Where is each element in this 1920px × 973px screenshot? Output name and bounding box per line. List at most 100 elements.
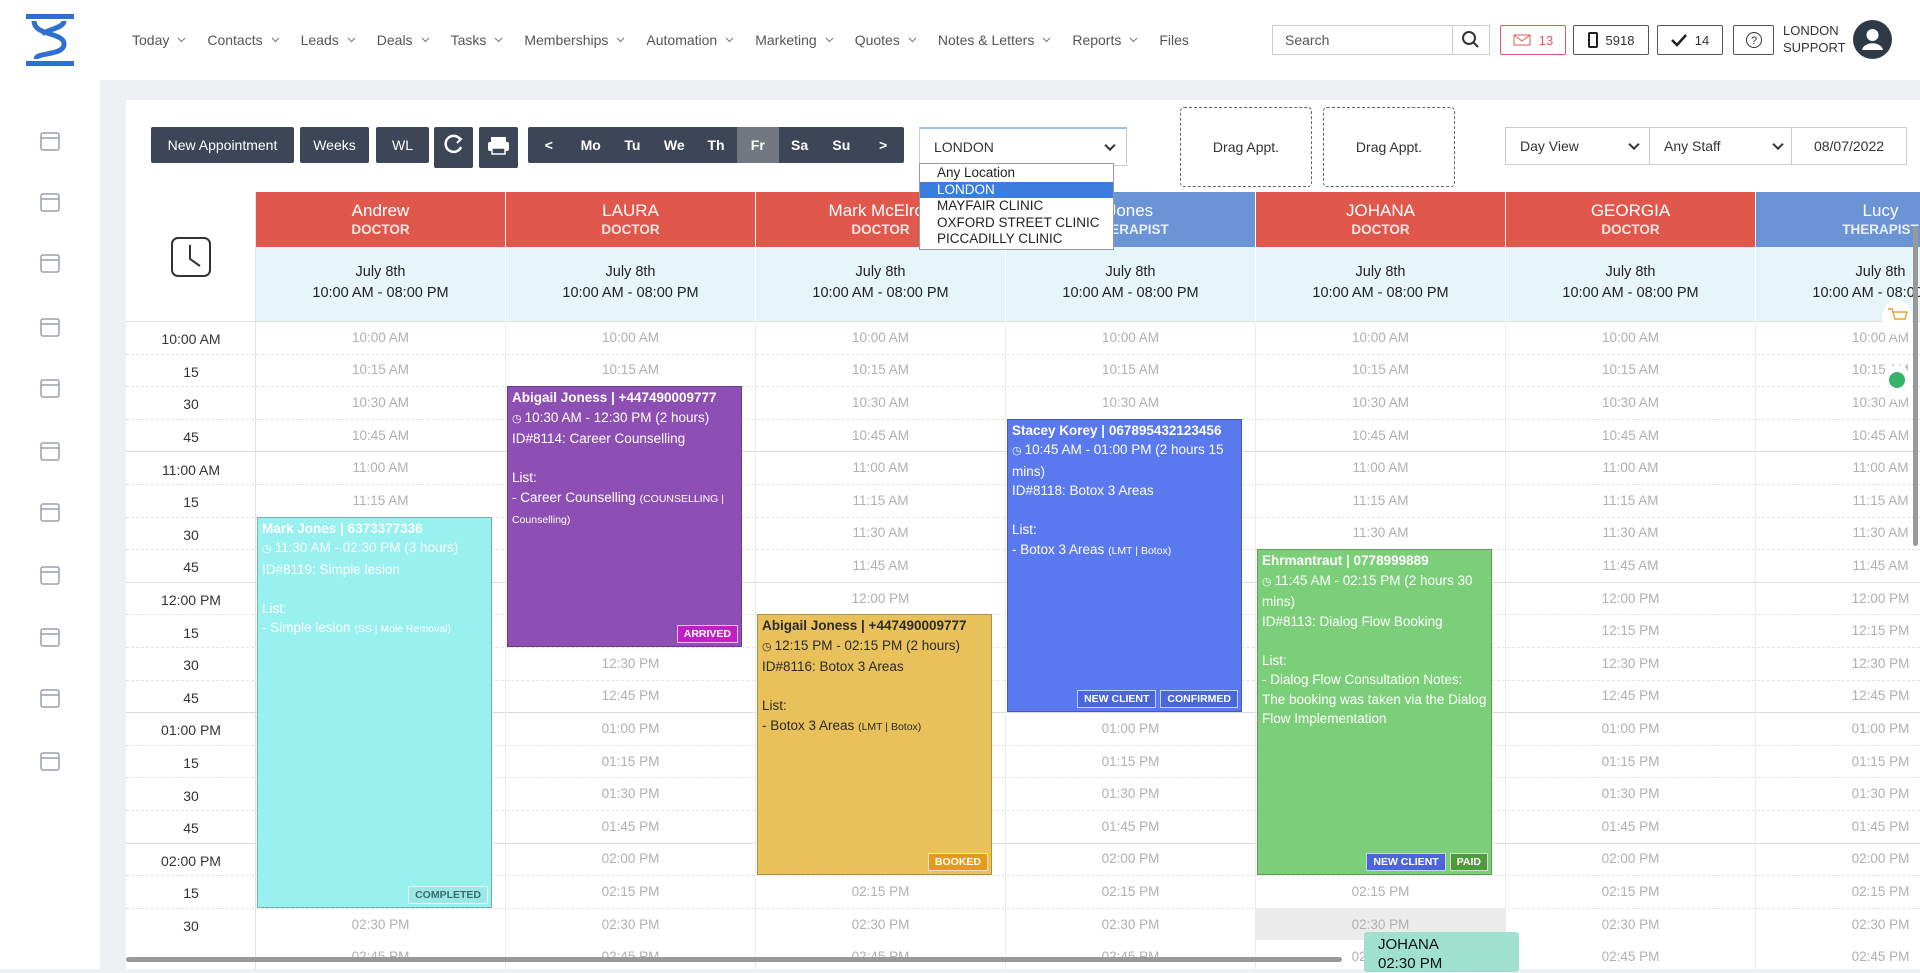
user-label[interactable]: LONDON SUPPORT bbox=[1783, 22, 1846, 56]
day-button[interactable]: Su bbox=[832, 137, 851, 153]
slot-label[interactable]: 10:45 AM bbox=[1851, 427, 1910, 443]
slot-label[interactable]: 02:30 PM bbox=[851, 916, 910, 932]
filter-select[interactable]: Any Staff bbox=[1649, 127, 1795, 165]
slot-label[interactable]: 02:00 PM bbox=[1101, 851, 1160, 867]
nav-item[interactable]: Reports bbox=[1072, 32, 1138, 48]
slot-label[interactable]: 12:30 PM bbox=[1851, 655, 1910, 671]
location-option[interactable]: OXFORD STREET CLINIC bbox=[937, 214, 1100, 230]
slot-label[interactable]: 02:45 PM bbox=[756, 940, 1005, 969]
slot-label[interactable]: 11:45 AM bbox=[852, 557, 909, 573]
slot-label[interactable]: 12:30 PM bbox=[601, 655, 660, 671]
appointment[interactable]: Abigail Joness | +447490009777 ◷ 10:30 AM… bbox=[507, 386, 742, 647]
nav-item[interactable]: Leads bbox=[301, 32, 356, 48]
slot-label[interactable]: 10:15 AM bbox=[1101, 362, 1160, 378]
drag-drop-box[interactable]: Drag Appt. bbox=[1180, 107, 1312, 187]
avatar[interactable] bbox=[1853, 20, 1892, 59]
slot-label[interactable]: 01:15 PM bbox=[1851, 753, 1910, 769]
slot-label[interactable]: 11:15 AM bbox=[1602, 492, 1659, 508]
slot-label[interactable]: 11:45 AM bbox=[1852, 557, 1909, 573]
toolbar-button[interactable]: Weeks bbox=[300, 127, 369, 163]
location-option[interactable]: PICCADILLY CLINIC bbox=[937, 231, 1063, 246]
day-button[interactable]: Th bbox=[707, 137, 725, 153]
slot-label[interactable]: 01:45 PM bbox=[601, 818, 660, 834]
slot-label[interactable]: 02:30 PM bbox=[1601, 916, 1660, 932]
appointment[interactable]: Ehrmantraut | 0778999889 ◷ 11:45 AM - 02:… bbox=[1257, 549, 1492, 876]
slot-label[interactable]: 01:30 PM bbox=[1851, 786, 1910, 802]
day-button[interactable]: > bbox=[879, 137, 888, 153]
slot-label[interactable]: 11:00 AM bbox=[852, 460, 909, 476]
slot-label[interactable]: 01:45 PM bbox=[1851, 818, 1910, 834]
slot-label[interactable]: 02:45 PM bbox=[256, 940, 505, 969]
slot-label[interactable]: 11:30 AM bbox=[852, 525, 909, 541]
logo[interactable] bbox=[24, 12, 76, 68]
search-button[interactable] bbox=[1452, 26, 1489, 54]
slot-label[interactable]: 01:45 PM bbox=[1101, 818, 1160, 834]
nav-item[interactable]: Quotes bbox=[855, 32, 917, 48]
slot-label[interactable]: 01:30 PM bbox=[1101, 786, 1160, 802]
slot-label[interactable]: 10:30 AM bbox=[851, 394, 910, 410]
slot-label[interactable]: 01:30 PM bbox=[1601, 786, 1660, 802]
slot-label[interactable]: 11:45 AM bbox=[1602, 557, 1659, 573]
day-button[interactable]: Mo bbox=[580, 137, 601, 153]
slot-label[interactable]: 11:30 AM bbox=[1852, 525, 1909, 541]
appointment[interactable]: Mark Jones | 6373377336 ◷ 11:30 AM - 02:3… bbox=[257, 516, 492, 908]
slot-label[interactable]: 10:15 AM bbox=[1601, 362, 1660, 378]
slot-label[interactable]: 12:45 PM bbox=[1601, 688, 1660, 704]
slot-label[interactable]: 02:45 PM bbox=[506, 940, 755, 969]
drag-drop-box[interactable]: Drag Appt. bbox=[1323, 107, 1455, 187]
slot-label[interactable]: 10:45 AM bbox=[1351, 427, 1410, 443]
mail-badge[interactable]: 13 bbox=[1500, 25, 1566, 55]
slot-label[interactable]: 12:15 PM bbox=[1601, 623, 1660, 639]
slot-label[interactable]: 11:30 AM bbox=[1602, 525, 1659, 541]
slot-label[interactable]: 10:15 AM bbox=[601, 362, 660, 378]
slot-label[interactable]: 02:45 PM bbox=[1851, 949, 1910, 965]
task-badge[interactable]: 14 bbox=[1657, 25, 1723, 55]
slot-label[interactable]: 11:00 AM bbox=[1602, 460, 1659, 476]
slot-label[interactable]: 02:15 PM bbox=[601, 883, 660, 899]
slot-label[interactable]: 01:00 PM bbox=[601, 720, 660, 736]
slot-label[interactable]: 10:00 AM bbox=[1601, 329, 1660, 345]
location-option[interactable]: Any Location bbox=[937, 165, 1016, 180]
day-button[interactable]: We bbox=[663, 137, 685, 153]
slot-label[interactable]: 02:45 PM bbox=[1006, 940, 1255, 969]
appointment[interactable]: Stacey Korey | 067895432123456 ◷ 10:45 AM… bbox=[1007, 418, 1242, 713]
slot-label[interactable]: 01:30 PM bbox=[601, 786, 660, 802]
slot-label[interactable]: 10:45 AM bbox=[1601, 427, 1660, 443]
slot-label[interactable]: 01:00 PM bbox=[1601, 720, 1660, 736]
slot-label[interactable]: 02:45 PM bbox=[1601, 949, 1660, 965]
slot-label[interactable]: 10:30 AM bbox=[351, 394, 410, 410]
nav-item[interactable]: Automation bbox=[646, 32, 734, 48]
slot-label[interactable]: 10:30 AM bbox=[1351, 394, 1410, 410]
filter-select[interactable]: Day View bbox=[1505, 127, 1651, 165]
slot-label[interactable]: 10:00 AM bbox=[1101, 329, 1160, 345]
phone-badge[interactable]: 5918 bbox=[1573, 25, 1649, 55]
slot-label[interactable]: 11:30 AM bbox=[1352, 525, 1409, 541]
slot-label[interactable]: 12:45 PM bbox=[1851, 688, 1910, 704]
day-button[interactable]: Tu bbox=[624, 137, 641, 153]
nav-item[interactable]: Memberships bbox=[524, 32, 625, 48]
nav-item[interactable]: Today bbox=[132, 32, 186, 48]
nav-item[interactable]: Files bbox=[1159, 32, 1189, 48]
location-option[interactable]: MAYFAIR CLINIC bbox=[937, 198, 1044, 213]
slot-label[interactable]: 10:30 AM bbox=[1101, 394, 1160, 410]
slot-label[interactable]: 02:30 PM bbox=[351, 916, 410, 932]
slot-label[interactable]: 02:00 PM bbox=[1601, 851, 1660, 867]
appointment[interactable]: Abigail Joness | +447490009777 ◷ 12:15 PM… bbox=[757, 614, 992, 876]
slot-label[interactable]: 01:15 PM bbox=[1101, 753, 1160, 769]
nav-item[interactable]: Notes & Letters bbox=[938, 32, 1052, 48]
help-button[interactable]: ? bbox=[1733, 25, 1774, 55]
slot-label[interactable]: 11:15 AM bbox=[352, 492, 409, 508]
slot-label[interactable]: 10:45 AM bbox=[851, 427, 910, 443]
nav-item[interactable]: Contacts bbox=[207, 32, 279, 48]
slot-label[interactable]: 02:30 PM bbox=[1851, 916, 1910, 932]
slot-label[interactable]: 11:15 AM bbox=[1852, 492, 1909, 508]
slot-label[interactable]: 02:00 PM bbox=[601, 851, 660, 867]
slot-label[interactable]: 11:00 AM bbox=[1852, 460, 1909, 476]
slot-label[interactable]: 10:00 AM bbox=[1351, 329, 1410, 345]
slot-label[interactable]: 10:00 AM bbox=[351, 329, 410, 345]
slot-label[interactable]: 10:30 AM bbox=[1601, 394, 1660, 410]
nav-item[interactable]: Marketing bbox=[755, 32, 834, 48]
slot-label[interactable]: 02:30 PM bbox=[1101, 916, 1160, 932]
slot-label[interactable]: 02:15 PM bbox=[851, 883, 910, 899]
slot-label[interactable]: 10:45 AM bbox=[351, 427, 410, 443]
